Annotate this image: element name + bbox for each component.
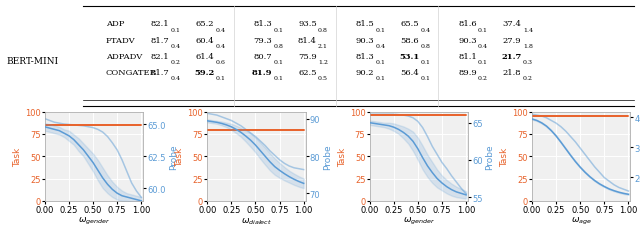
Text: 21.8: 21.8 [503,69,522,77]
Text: 1.2: 1.2 [318,60,328,65]
Text: 0.4: 0.4 [171,44,181,49]
Text: 89.9: 89.9 [458,69,477,77]
Text: 0.1: 0.1 [273,76,284,81]
Text: BERT-MINI: BERT-MINI [6,57,58,66]
Text: 0.4: 0.4 [171,76,181,81]
Text: 21.7: 21.7 [501,53,522,61]
Text: 0.1: 0.1 [420,60,431,65]
Y-axis label: Probe: Probe [169,144,178,169]
Text: FTADV: FTADV [106,36,135,44]
Text: 93.5: 93.5 [298,20,317,28]
Text: 1.4: 1.4 [523,27,533,33]
Text: 0.8: 0.8 [273,44,284,49]
Text: 0.4: 0.4 [216,27,226,33]
Text: 81.4: 81.4 [298,36,317,44]
X-axis label: $\omega_{age}$: $\omega_{age}$ [571,216,592,227]
Y-axis label: Task: Task [500,147,509,166]
Text: 90.2: 90.2 [356,69,374,77]
Text: 0.1: 0.1 [478,60,488,65]
Text: 75.9: 75.9 [298,53,317,61]
Text: 61.4: 61.4 [196,53,214,61]
Text: 58.6: 58.6 [401,36,419,44]
X-axis label: $\omega_{gender}$: $\omega_{gender}$ [78,216,110,227]
Text: 59.2: 59.2 [194,69,214,77]
Text: 81.9: 81.9 [252,69,272,77]
Text: 0.4: 0.4 [478,44,488,49]
Text: 1.8: 1.8 [523,44,533,49]
Text: 0.5: 0.5 [318,76,328,81]
Text: 90.3: 90.3 [458,36,477,44]
Text: 0.8: 0.8 [318,27,328,33]
Text: ADP: ADP [106,20,124,28]
X-axis label: $\omega_{gender}$: $\omega_{gender}$ [403,216,435,227]
Text: 0.1: 0.1 [420,76,431,81]
Text: 0.1: 0.1 [171,27,181,33]
Text: 0.1: 0.1 [273,27,284,33]
Text: 81.3: 81.3 [356,53,374,61]
Text: 65.2: 65.2 [196,20,214,28]
Text: 2.1: 2.1 [318,44,328,49]
Text: 90.3: 90.3 [356,36,374,44]
Text: 0.1: 0.1 [376,60,386,65]
Text: 60.4: 60.4 [196,36,214,44]
Text: 81.5: 81.5 [356,20,374,28]
Text: 0.3: 0.3 [523,60,533,65]
Text: 62.5: 62.5 [298,69,317,77]
Text: 0.2: 0.2 [478,76,488,81]
Text: 81.7: 81.7 [151,36,170,44]
Y-axis label: Task: Task [13,147,22,166]
Text: 81.6: 81.6 [458,20,477,28]
Text: 37.4: 37.4 [503,20,522,28]
Y-axis label: Task: Task [338,147,347,166]
Text: 0.6: 0.6 [216,60,225,65]
Text: 0.1: 0.1 [376,27,386,33]
Text: 81.7: 81.7 [151,69,170,77]
Text: 27.9: 27.9 [503,36,522,44]
Text: 80.7: 80.7 [253,53,272,61]
Text: 81.1: 81.1 [458,53,477,61]
Text: 0.1: 0.1 [273,60,284,65]
X-axis label: $\omega_{dialect}$: $\omega_{dialect}$ [241,216,272,226]
Text: 0.4: 0.4 [376,44,386,49]
Text: 82.1: 82.1 [151,20,170,28]
Text: 0.4: 0.4 [216,44,226,49]
Text: 0.2: 0.2 [523,76,533,81]
Text: 82.1: 82.1 [151,53,170,61]
Text: 0.4: 0.4 [420,27,431,33]
Text: 81.3: 81.3 [253,20,272,28]
Y-axis label: Probe: Probe [486,144,495,169]
Text: ADPADV: ADPADV [106,53,142,61]
Text: 0.2: 0.2 [171,60,181,65]
Text: 0.1: 0.1 [216,76,226,81]
Y-axis label: Task: Task [175,147,184,166]
Text: CONGATER: CONGATER [106,69,156,77]
Text: 53.1: 53.1 [399,53,419,61]
Text: 65.5: 65.5 [401,20,419,28]
Text: 0.8: 0.8 [420,44,431,49]
Y-axis label: Probe: Probe [323,144,332,169]
Text: 79.3: 79.3 [253,36,272,44]
Text: 0.1: 0.1 [478,27,488,33]
Text: 0.1: 0.1 [376,76,386,81]
Text: 56.4: 56.4 [401,69,419,77]
